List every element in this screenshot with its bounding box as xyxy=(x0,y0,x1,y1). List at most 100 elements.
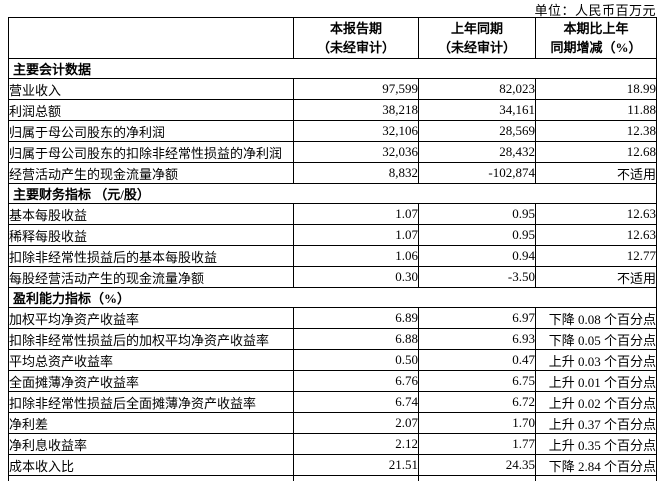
prior-period-value: 0.47 xyxy=(418,349,536,371)
current-period-value: 38,218 xyxy=(293,99,419,121)
table-row: 每股经营活动产生的现金流量净额 0.30 -3.50 不适用 xyxy=(8,266,657,288)
prior-period-value: 6.97 xyxy=(418,307,536,329)
financial-data-table: 本报告期 （未经审计） 上年同期 （未经审计） 本期比上年 同期增减（%） 主要… xyxy=(8,17,657,481)
section-header-row: 盈利能力指标（%） xyxy=(8,287,657,308)
cutoff-cell xyxy=(535,475,657,481)
prior-period-value: 0.94 xyxy=(418,245,536,267)
header-change-line2: 同期增减（%） xyxy=(550,40,642,55)
prior-period-value: 24.35 xyxy=(418,454,536,476)
current-period-value: 6.89 xyxy=(293,307,419,329)
header-current-period-line1: 本报告期 xyxy=(329,21,382,36)
current-period-value: 21.51 xyxy=(293,454,419,476)
row-label: 全面摊薄净资产收益率 xyxy=(8,370,294,392)
cutoff-cell xyxy=(293,475,419,481)
current-period-value: 97,599 xyxy=(293,78,419,100)
row-label: 加权平均净资产收益率 xyxy=(8,307,294,329)
change-value: 上升 0.03 个百分点 xyxy=(535,349,657,371)
current-period-value: 1.06 xyxy=(293,245,419,267)
cutoff-cell xyxy=(8,475,294,481)
change-value: 12.77 xyxy=(535,245,657,267)
prior-period-value: 82,023 xyxy=(418,78,536,100)
table-header-row: 本报告期 （未经审计） 上年同期 （未经审计） 本期比上年 同期增减（%） xyxy=(8,17,657,59)
section-header-row: 主要财务指标 （元/股） xyxy=(8,183,657,204)
cutoff-cell xyxy=(418,475,536,481)
change-value: 12.38 xyxy=(535,120,657,142)
table-row: 基本每股收益 1.07 0.95 12.63 xyxy=(8,203,657,225)
prior-period-value: 1.70 xyxy=(418,412,536,434)
change-value: 12.68 xyxy=(535,141,657,163)
row-label: 营业收入 xyxy=(8,78,294,100)
row-label: 归属于母公司股东的扣除非经常性损益的净利润 xyxy=(8,141,294,163)
current-period-value: 6.76 xyxy=(293,370,419,392)
current-period-value: 2.07 xyxy=(293,412,419,434)
section-title: 主要财务指标 （元/股） xyxy=(8,183,657,204)
prior-period-value: 1.77 xyxy=(418,433,536,455)
row-label: 基本每股收益 xyxy=(8,203,294,225)
current-period-value: 32,106 xyxy=(293,120,419,142)
row-label: 经营活动产生的现金流量净额 xyxy=(8,162,294,184)
change-value: 12.63 xyxy=(535,224,657,246)
table-row: 归属于母公司股东的净利润 32,106 28,569 12.38 xyxy=(8,120,657,142)
prior-period-value: 6.72 xyxy=(418,391,536,413)
row-label: 扣除非经常性损益后全面摊薄净资产收益率 xyxy=(8,391,294,413)
prior-period-value: 34,161 xyxy=(418,99,536,121)
row-label: 利润总额 xyxy=(8,99,294,121)
current-period-value: 1.07 xyxy=(293,224,419,246)
prior-period-value: 0.95 xyxy=(418,224,536,246)
header-prior-period-line2: （未经审计） xyxy=(437,40,516,55)
current-period-value: 1.07 xyxy=(293,203,419,225)
prior-period-value: 6.75 xyxy=(418,370,536,392)
current-period-value: 6.74 xyxy=(293,391,419,413)
table-row: 稀释每股收益 1.07 0.95 12.63 xyxy=(8,224,657,246)
change-value: 不适用 xyxy=(535,266,657,288)
change-value: 18.99 xyxy=(535,78,657,100)
table-row: 扣除非经常性损益后的加权平均净资产收益率 6.88 6.93 下降 0.05 个百分点 xyxy=(8,328,657,350)
table-row: 营业收入 97,599 82,023 18.99 xyxy=(8,78,657,100)
cutoff-row xyxy=(8,475,657,481)
header-change-line1: 本期比上年 xyxy=(563,21,629,36)
change-value: 上升 0.02 个百分点 xyxy=(535,391,657,413)
prior-period-value: 6.93 xyxy=(418,328,536,350)
header-current-period-line2: （未经审计） xyxy=(316,40,395,55)
prior-period-value: -3.50 xyxy=(418,266,536,288)
table-row: 归属于母公司股东的扣除非经常性损益的净利润 32,036 28,432 12.68 xyxy=(8,141,657,163)
section-title: 主要会计数据 xyxy=(8,58,657,79)
current-period-value: 8,832 xyxy=(293,162,419,184)
table-row: 全面摊薄净资产收益率 6.76 6.75 上升 0.01 个百分点 xyxy=(8,370,657,392)
prior-period-value: 28,569 xyxy=(418,120,536,142)
change-value: 上升 0.37 个百分点 xyxy=(535,412,657,434)
header-change: 本期比上年 同期增减（%） xyxy=(535,17,657,59)
unit-note: 单位：人民币百万元 xyxy=(534,3,656,18)
table-row: 加权平均净资产收益率 6.89 6.97 下降 0.08 个百分点 xyxy=(8,307,657,329)
change-value: 11.88 xyxy=(535,99,657,121)
row-label: 稀释每股收益 xyxy=(8,224,294,246)
change-value: 12.63 xyxy=(535,203,657,225)
table-row: 平均总资产收益率 0.50 0.47 上升 0.03 个百分点 xyxy=(8,349,657,371)
header-prior-period-line1: 上年同期 xyxy=(450,21,503,36)
prior-period-value: 0.95 xyxy=(418,203,536,225)
table-row: 利润总额 38,218 34,161 11.88 xyxy=(8,99,657,121)
row-label: 平均总资产收益率 xyxy=(8,349,294,371)
header-label-cell xyxy=(8,17,294,59)
prior-period-value: 28,432 xyxy=(418,141,536,163)
table-row: 扣除非经常性损益后的基本每股收益 1.06 0.94 12.77 xyxy=(8,245,657,267)
change-value: 不适用 xyxy=(535,162,657,184)
row-label: 扣除非经常性损益后的加权平均净资产收益率 xyxy=(8,328,294,350)
row-label: 每股经营活动产生的现金流量净额 xyxy=(8,266,294,288)
current-period-value: 0.50 xyxy=(293,349,419,371)
current-period-value: 0.30 xyxy=(293,266,419,288)
row-label: 净利差 xyxy=(8,412,294,434)
row-label: 净利息收益率 xyxy=(8,433,294,455)
change-value: 下降 0.05 个百分点 xyxy=(535,328,657,350)
table-row: 扣除非经常性损益后全面摊薄净资产收益率 6.74 6.72 上升 0.02 个百分点 xyxy=(8,391,657,413)
current-period-value: 2.12 xyxy=(293,433,419,455)
change-value: 下降 2.84 个百分点 xyxy=(535,454,657,476)
header-current-period: 本报告期 （未经审计） xyxy=(293,17,419,59)
table-row: 成本收入比 21.51 24.35 下降 2.84 个百分点 xyxy=(8,454,657,476)
prior-period-value: -102,874 xyxy=(418,162,536,184)
current-period-value: 6.88 xyxy=(293,328,419,350)
change-value: 上升 0.01 个百分点 xyxy=(535,370,657,392)
header-prior-period: 上年同期 （未经审计） xyxy=(418,17,536,59)
section-header-row: 主要会计数据 xyxy=(8,58,657,79)
